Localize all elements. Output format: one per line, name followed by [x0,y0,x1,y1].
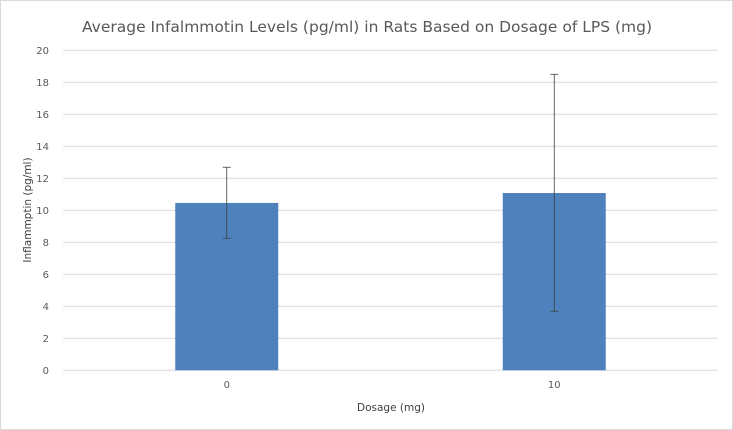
y-tick-label: 10 [36,206,49,217]
y-tick-label: 14 [36,142,49,153]
y-tick-label: 12 [36,174,49,185]
y-tick-label: 4 [43,302,49,313]
y-tick-label: 20 [36,46,49,57]
x-tick-label: 0 [224,380,230,391]
y-tick-label: 2 [43,334,49,345]
y-tick-label: 16 [36,110,49,121]
y-tick-label: 0 [43,366,49,377]
y-tick-label: 8 [43,238,49,249]
chart-title: Average Infalmmotin Levels (pg/ml) in Ra… [82,18,652,36]
y-tick-label: 6 [43,270,49,281]
y-axis-label: Inflammptin (pg/ml) [22,157,34,262]
x-axis-label: Dosage (mg) [357,402,425,414]
x-tick-label: 10 [548,380,561,391]
y-tick-label: 18 [36,78,49,89]
